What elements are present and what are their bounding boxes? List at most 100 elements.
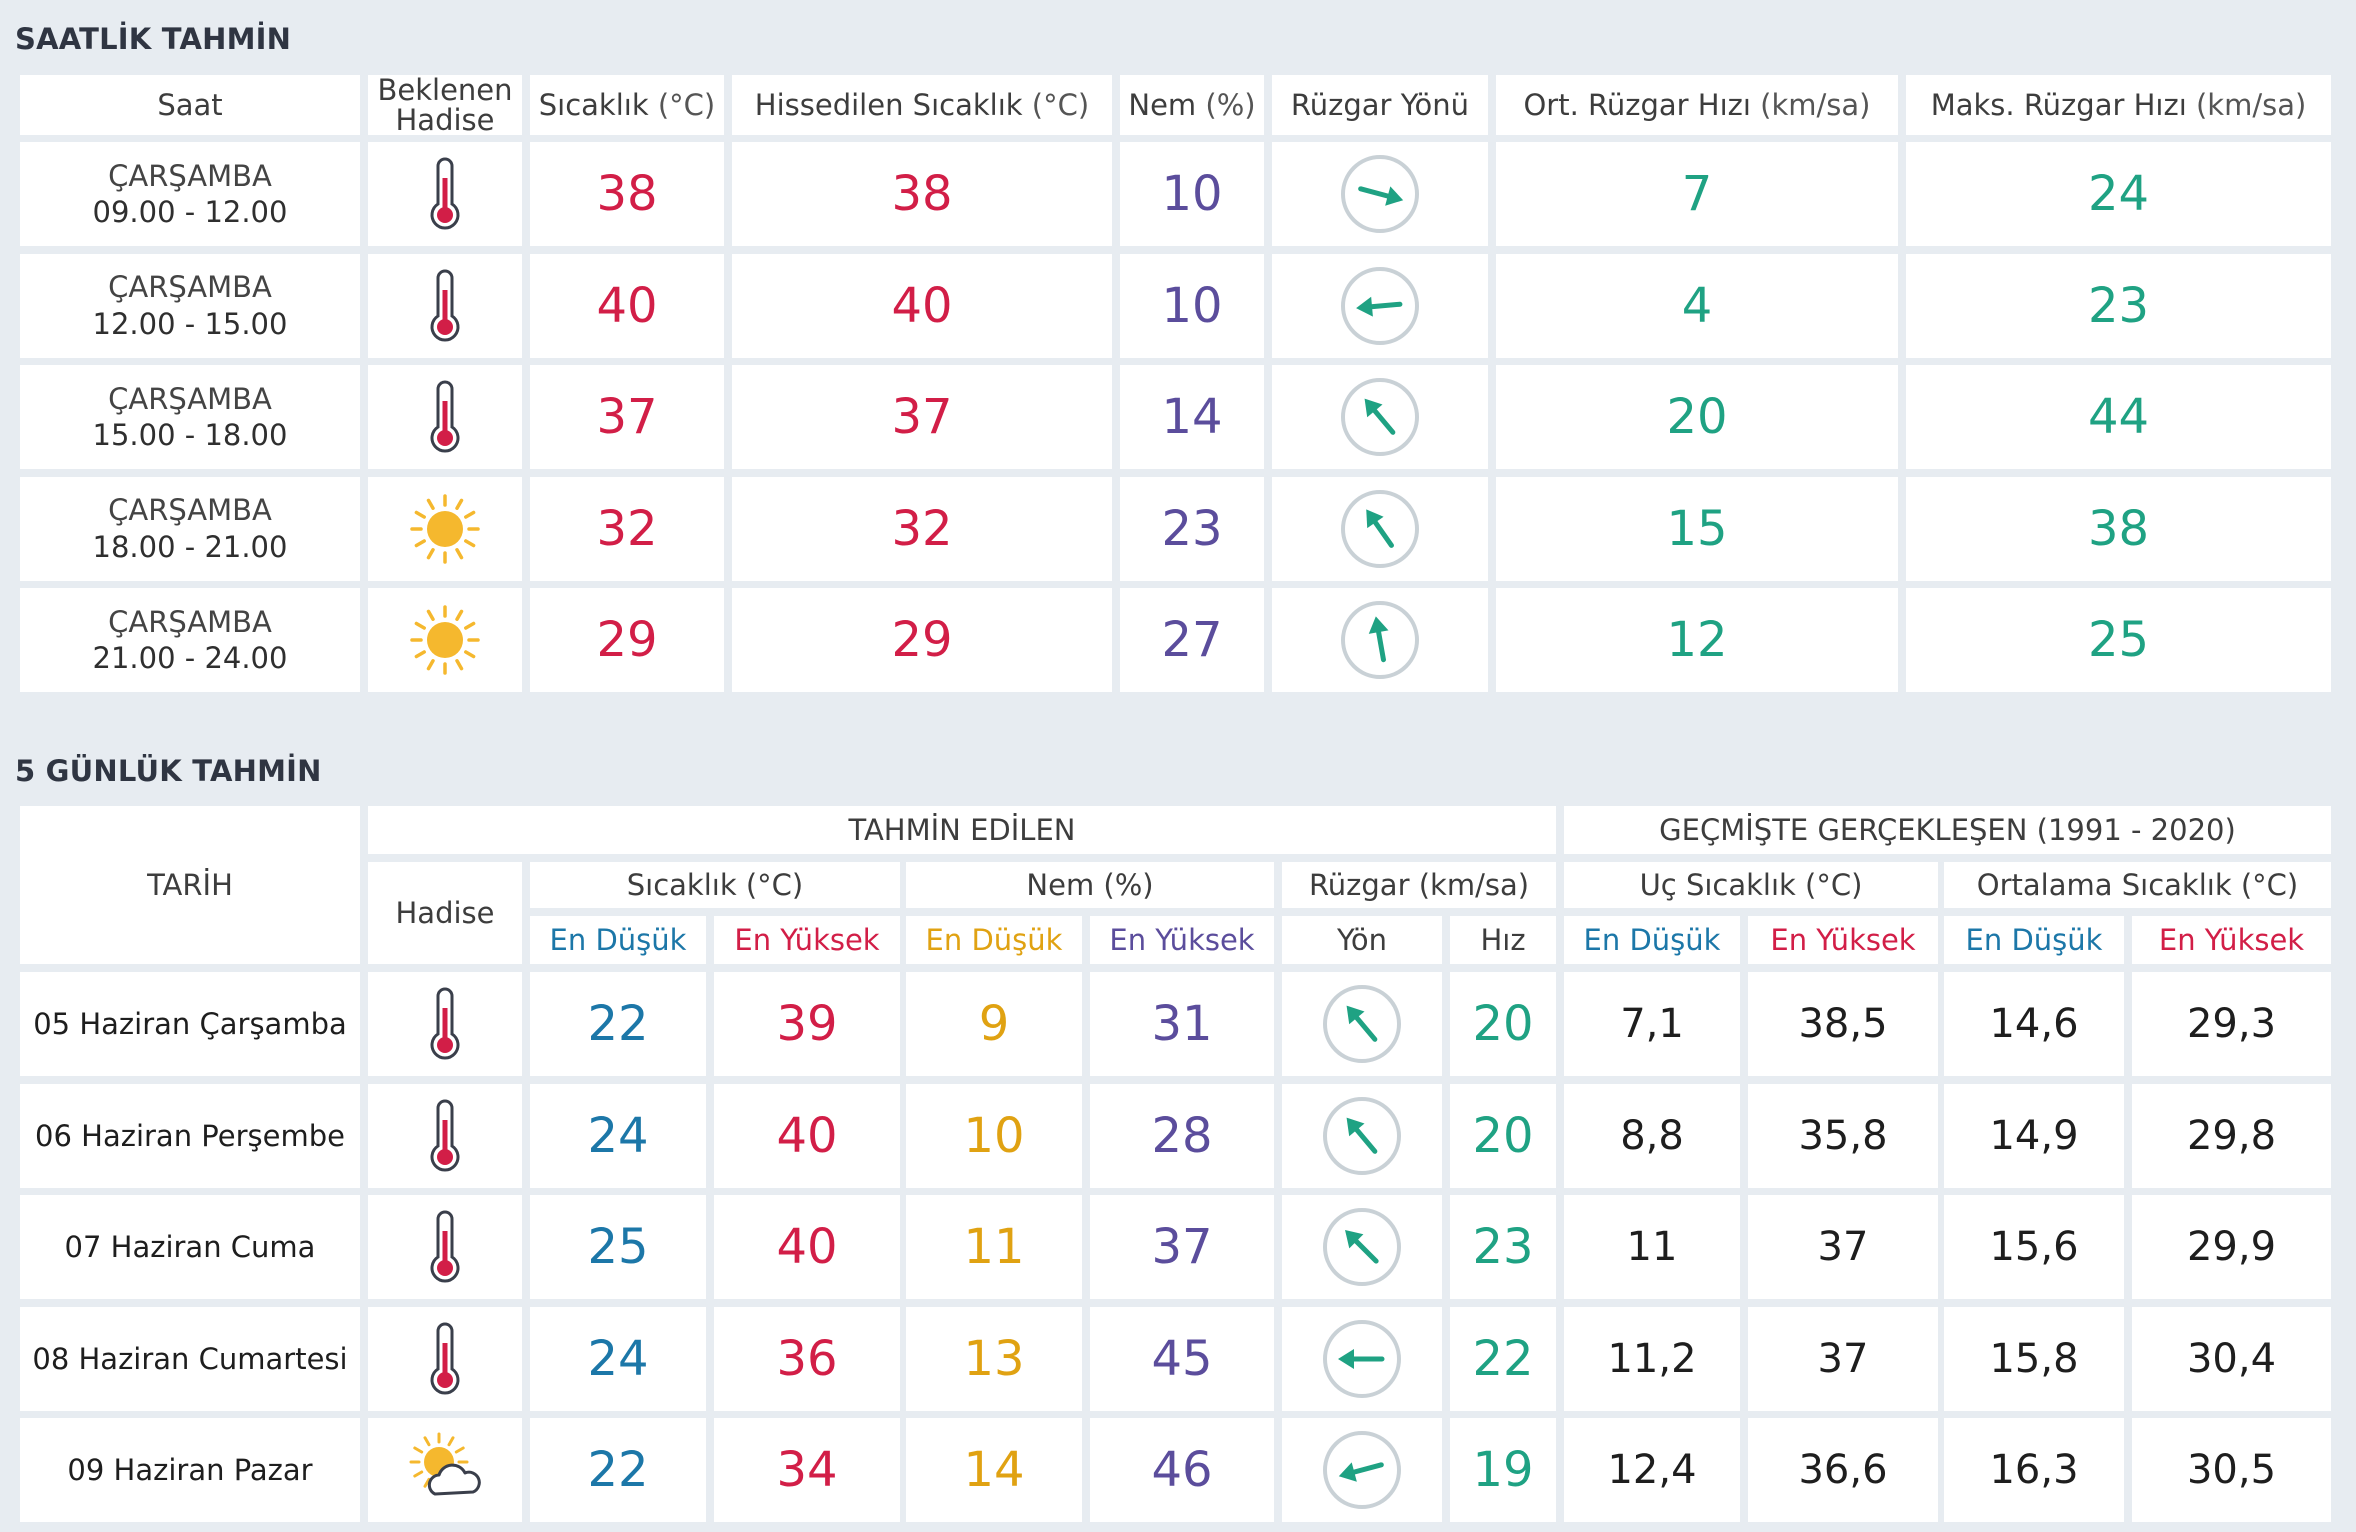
hourly-day-label: ÇARŞAMBA bbox=[108, 604, 272, 639]
hourly-wind-max-value: 24 bbox=[1906, 142, 2331, 246]
daily-subheader-hum-min: En Düşük bbox=[906, 916, 1082, 964]
daily-temp-min-value: 25 bbox=[530, 1195, 706, 1299]
hourly-temp-value: 32 bbox=[530, 476, 724, 581]
daily-header-hadise: Hadise bbox=[368, 862, 522, 964]
hourly-header-ort-ruzgar: Ort. Rüzgar Hızı (km/sa) bbox=[1496, 75, 1898, 135]
hourly-humidity-value: 10 bbox=[1120, 253, 1264, 358]
hourly-day-label: ÇARŞAMBA bbox=[108, 381, 272, 416]
hourly-humidity-value: 27 bbox=[1120, 588, 1264, 692]
daily-ort-min-value: 14,9 bbox=[1944, 1083, 2124, 1188]
daily-temp-max-value: 34 bbox=[714, 1418, 900, 1522]
daily-uc-min-value: 7,1 bbox=[1564, 972, 1740, 1076]
daily-uc-max-value: 37 bbox=[1748, 1306, 1938, 1411]
daily-ort-min-value: 16,3 bbox=[1944, 1418, 2124, 1522]
hourly-header-saat: Saat bbox=[20, 75, 360, 135]
daily-header-ortalama-sicaklik: Ortalama Sıcaklık (°C) bbox=[1944, 862, 2331, 908]
daily-hum-max-value: 46 bbox=[1090, 1418, 1274, 1522]
hourly-header-sicaklik-unit: (°C) bbox=[657, 87, 716, 122]
hourly-time-cell: ÇARŞAMBA 15.00 - 18.00 bbox=[20, 365, 360, 469]
hourly-header-hadise: Beklenen Hadise bbox=[368, 75, 522, 135]
daily-ort-max-value: 30,5 bbox=[2132, 1418, 2331, 1522]
hourly-day-label: ÇARŞAMBA bbox=[108, 493, 272, 528]
hourly-temp-value: 38 bbox=[530, 142, 724, 246]
hourly-time-cell: ÇARŞAMBA 12.00 - 15.00 bbox=[20, 253, 360, 358]
partly-cloudy-icon bbox=[409, 1432, 481, 1496]
hourly-wind-dir-cell bbox=[1272, 476, 1488, 581]
hourly-wind-max-value: 44 bbox=[1906, 365, 2331, 469]
daily-date-cell: 08 Haziran Cumartesi bbox=[20, 1306, 360, 1411]
sun-icon bbox=[410, 493, 480, 564]
thermometer-icon bbox=[430, 1099, 460, 1171]
hourly-wind-dir-cell bbox=[1272, 142, 1488, 246]
hourly-day-label: ÇARŞAMBA bbox=[108, 270, 272, 305]
hourly-hadise-cell bbox=[368, 142, 522, 246]
thermometer-icon bbox=[430, 380, 460, 453]
daily-ort-max-value: 29,9 bbox=[2132, 1195, 2331, 1299]
hourly-header-nem: Nem (%) bbox=[1120, 75, 1264, 135]
daily-wind-dir-cell bbox=[1282, 1083, 1442, 1188]
daily-hum-max-value: 31 bbox=[1090, 972, 1274, 1076]
daily-uc-min-value: 11 bbox=[1564, 1195, 1740, 1299]
daily-uc-max-value: 38,5 bbox=[1748, 972, 1938, 1076]
hourly-wind-avg-value: 12 bbox=[1496, 588, 1898, 692]
hourly-header-maks-ruzgar: Maks. Rüzgar Hızı (km/sa) bbox=[1906, 75, 2331, 135]
daily-temp-max-value: 39 bbox=[714, 972, 900, 1076]
hourly-time-label: 09.00 - 12.00 bbox=[92, 195, 288, 229]
hourly-header-hissedilen: Hissedilen Sıcaklık (°C) bbox=[732, 75, 1112, 135]
hourly-wind-avg-value: 7 bbox=[1496, 142, 1898, 246]
daily-subheader-hiz: Hız bbox=[1450, 916, 1556, 964]
daily-header-gecmiste: GEÇMİŞTE GERÇEKLEŞEN (1991 - 2020) bbox=[1564, 806, 2331, 854]
daily-subheader-uc-max: En Yüksek bbox=[1748, 916, 1938, 964]
daily-uc-max-value: 36,6 bbox=[1748, 1418, 1938, 1522]
daily-hum-max-value: 45 bbox=[1090, 1306, 1274, 1411]
wind-direction-arrow-icon bbox=[1323, 985, 1401, 1063]
daily-ort-min-value: 14,6 bbox=[1944, 972, 2124, 1076]
daily-subheader-temp-min: En Düşük bbox=[530, 916, 706, 964]
daily-subheader-hum-max: En Yüksek bbox=[1090, 916, 1274, 964]
daily-ort-max-value: 29,8 bbox=[2132, 1083, 2331, 1188]
wind-direction-arrow-icon bbox=[1341, 489, 1419, 568]
wind-direction-arrow-icon bbox=[1341, 266, 1419, 345]
thermometer-icon bbox=[430, 1322, 460, 1394]
daily-header-nem: Nem (%) bbox=[906, 862, 1274, 908]
daily-section-title: 5 GÜNLÜK TAHMİN bbox=[15, 754, 322, 788]
daily-date-cell: 06 Haziran Perşembe bbox=[20, 1083, 360, 1188]
hourly-feels-value: 38 bbox=[732, 142, 1112, 246]
thermometer-icon bbox=[430, 987, 460, 1060]
daily-temp-min-value: 22 bbox=[530, 972, 706, 1076]
hourly-header-hissedilen-label: Hissedilen Sıcaklık bbox=[754, 87, 1023, 122]
hourly-header-ruzgar-yonu: Rüzgar Yönü bbox=[1272, 75, 1488, 135]
daily-wind-dir-cell bbox=[1282, 1195, 1442, 1299]
daily-hum-min-value: 14 bbox=[906, 1418, 1082, 1522]
daily-date-cell: 09 Haziran Pazar bbox=[20, 1418, 360, 1522]
wind-direction-arrow-icon bbox=[1323, 1096, 1401, 1175]
hourly-wind-max-value: 23 bbox=[1906, 253, 2331, 358]
daily-date-cell: 05 Haziran Çarşamba bbox=[20, 972, 360, 1076]
daily-temp-max-value: 36 bbox=[714, 1306, 900, 1411]
daily-uc-min-value: 12,4 bbox=[1564, 1418, 1740, 1522]
daily-ort-max-value: 29,3 bbox=[2132, 972, 2331, 1076]
hourly-hadise-cell bbox=[368, 365, 522, 469]
hourly-header-ort-ruzgar-unit: (km/sa) bbox=[1760, 87, 1871, 122]
hourly-humidity-value: 10 bbox=[1120, 142, 1264, 246]
hourly-time-cell: ÇARŞAMBA 09.00 - 12.00 bbox=[20, 142, 360, 246]
daily-subheader-ort-min: En Düşük bbox=[1944, 916, 2124, 964]
hourly-wind-dir-cell bbox=[1272, 253, 1488, 358]
daily-hum-min-value: 11 bbox=[906, 1195, 1082, 1299]
hourly-header-ort-ruzgar-label: Ort. Rüzgar Hızı bbox=[1523, 87, 1751, 122]
wind-direction-arrow-icon bbox=[1323, 1208, 1401, 1286]
hourly-temp-value: 29 bbox=[530, 588, 724, 692]
daily-hadise-cell bbox=[368, 1306, 522, 1411]
daily-uc-max-value: 37 bbox=[1748, 1195, 1938, 1299]
daily-temp-max-value: 40 bbox=[714, 1195, 900, 1299]
daily-hum-max-value: 37 bbox=[1090, 1195, 1274, 1299]
daily-uc-min-value: 8,8 bbox=[1564, 1083, 1740, 1188]
daily-hum-min-value: 9 bbox=[906, 972, 1082, 1076]
daily-temp-min-value: 24 bbox=[530, 1306, 706, 1411]
hourly-time-cell: ÇARŞAMBA 18.00 - 21.00 bbox=[20, 476, 360, 581]
hourly-day-label: ÇARŞAMBA bbox=[108, 158, 272, 193]
hourly-feels-value: 32 bbox=[732, 476, 1112, 581]
thermometer-icon bbox=[430, 269, 460, 341]
hourly-section-title: SAATLİK TAHMİN bbox=[15, 22, 292, 56]
daily-hum-min-value: 13 bbox=[906, 1306, 1082, 1411]
